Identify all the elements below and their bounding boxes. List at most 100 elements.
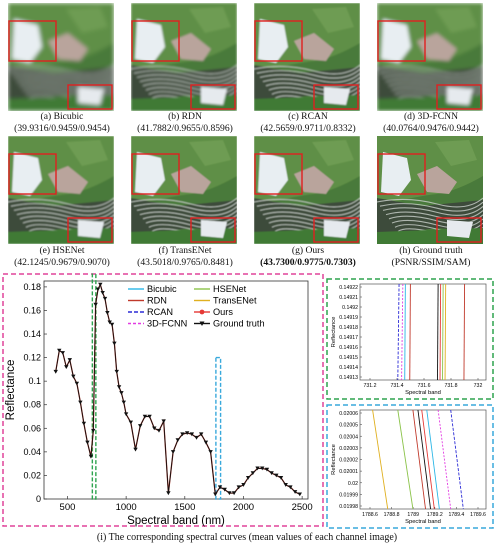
gt-marker	[194, 435, 199, 440]
gt-marker	[119, 391, 124, 395]
zoom-box	[8, 20, 57, 62]
y-tick-label: 0.12	[23, 353, 41, 363]
y-tick-label: 0.1	[28, 376, 41, 386]
white-patch	[258, 152, 288, 196]
field-2	[189, 140, 231, 166]
zoom-box	[67, 217, 113, 243]
gt-marker	[91, 428, 96, 433]
legend-entry: Ours	[213, 307, 233, 317]
gt-marker	[264, 467, 270, 472]
legend-marker	[199, 321, 205, 326]
gt-marker	[236, 485, 241, 490]
panel-metrics: (PSNR/SSIM/SAM)	[391, 257, 471, 268]
y-tick-label: 0.14917	[339, 335, 358, 341]
panel-caption: (h) Ground truth (PSNR/SSIM/SAM)	[369, 245, 493, 269]
gt-marker	[222, 487, 227, 492]
inset-curve	[397, 409, 414, 510]
ridge-line	[377, 64, 483, 75]
white-patch-2	[201, 220, 227, 238]
gt-marker	[297, 492, 302, 497]
gt-marker	[152, 426, 157, 431]
y-tick-label: 0.02005	[339, 423, 358, 429]
gt-marker	[250, 471, 256, 476]
gt-marker	[147, 414, 152, 419]
x-tick-label: 1788.8	[384, 512, 400, 518]
gt-marker	[138, 424, 143, 428]
y-tick-label: 0.06	[23, 423, 41, 433]
ridge-line	[256, 68, 360, 79]
image-content	[131, 3, 237, 111]
y-tick-label: 0.16	[23, 305, 41, 315]
y-tick-label: 0.01998	[339, 504, 358, 510]
zoom-box	[67, 84, 113, 110]
white-patch	[12, 19, 42, 63]
gt-marker	[203, 440, 209, 445]
gt-marker	[180, 432, 185, 437]
inset-curve	[397, 283, 400, 381]
field-2	[435, 7, 477, 33]
panel-metrics: (40.0764/0.9476/0.9442)	[383, 123, 479, 134]
ridge-line	[382, 205, 483, 216]
inset-curve	[421, 409, 435, 510]
inset-curve	[372, 409, 389, 510]
inset-curve	[409, 283, 411, 381]
bare-soil	[294, 166, 334, 194]
y-tick-label: 0.14915	[339, 355, 358, 361]
y-tick-label: 0.14913	[339, 375, 358, 381]
gt-marker	[292, 490, 298, 494]
y-tick-label: 0.14916	[339, 345, 358, 351]
legend-entry: HSENet	[213, 284, 247, 294]
panel-image-transenet	[131, 136, 237, 244]
panel-label: (c) RCAN	[288, 111, 328, 122]
zoom-inset-731nm: 0.14922 0.14921 0.1492 0.14919 0.14918 0.1491…	[326, 278, 494, 400]
gt-marker	[170, 450, 176, 454]
x-tick-label: 2000	[233, 502, 254, 513]
panel-caption: (e) HSENet (42.1245/0.9679/0.9070)	[0, 245, 124, 269]
x-tick-label: 500	[60, 502, 76, 513]
satellite-image	[254, 136, 360, 244]
inset-curve	[450, 409, 464, 510]
field-2	[435, 140, 477, 166]
y-tick-label: 0.02	[23, 470, 41, 480]
panel-label: (e) HSENet	[39, 245, 85, 256]
y-tick-label: 0.14918	[339, 325, 358, 331]
gt-marker	[71, 374, 76, 379]
gt-marker	[105, 311, 110, 315]
x-tick-label: 1000	[116, 502, 137, 513]
inset-curve	[437, 409, 452, 510]
zoom-box	[190, 84, 236, 110]
gt-marker	[231, 491, 237, 496]
gt-marker	[175, 438, 180, 443]
panel-caption: (d) 3D-FCNN (40.0764/0.9476/0.9442)	[369, 111, 493, 135]
gt-marker	[269, 471, 274, 476]
ridge-line	[136, 72, 237, 83]
zoom-box	[436, 217, 482, 243]
y-tick-label: 0.14922	[339, 285, 358, 291]
y-axis-label: Reflectance	[5, 360, 17, 421]
gt-marker	[98, 282, 103, 287]
y-tick-label: 0.02006	[339, 411, 358, 417]
panel-metrics: (41.7882/0.9655/0.8596)	[137, 123, 233, 134]
ridge-line	[139, 210, 237, 221]
ridge-line	[379, 68, 483, 79]
gt-marker	[109, 322, 115, 327]
inset-curve	[417, 409, 432, 510]
x-tick-label: 1789.2	[427, 512, 443, 518]
gt-marker	[116, 385, 122, 390]
zoom-box	[436, 84, 482, 110]
inset-plot-area	[359, 283, 487, 381]
ridge-line	[8, 197, 114, 208]
gt-marker	[123, 412, 129, 417]
gt-marker	[93, 302, 98, 307]
ridge-line	[256, 201, 360, 212]
panel-metrics: (39.9316/0.9459/0.9454)	[14, 123, 110, 134]
panel-metrics: (43.7300/0.9775/0.7303)	[260, 257, 356, 268]
zoom-box	[190, 217, 236, 243]
y-tick-label: 0.08	[23, 400, 41, 410]
ridge-line	[259, 205, 360, 216]
ridge-line	[131, 64, 237, 75]
inset-curve	[439, 283, 442, 381]
inset-frame	[326, 404, 494, 529]
gt-marker	[142, 414, 148, 419]
inset-curve	[412, 409, 426, 510]
